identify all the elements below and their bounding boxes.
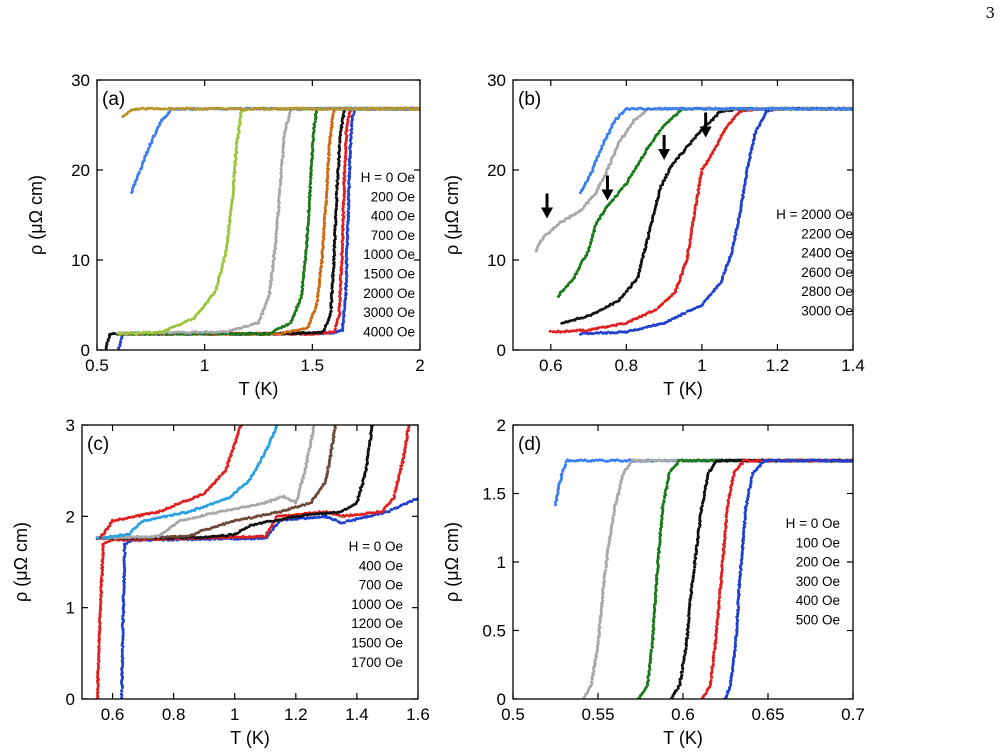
data-series-group bbox=[95, 425, 418, 699]
x-axis-label: T (K) bbox=[239, 379, 279, 399]
legend-entry: 3000 Oe bbox=[801, 304, 853, 319]
legend-entry: 300 Oe bbox=[796, 574, 840, 589]
y-tick-label: 0 bbox=[497, 690, 506, 709]
y-tick-label: 20 bbox=[487, 161, 506, 180]
x-tick-label: 1 bbox=[230, 705, 239, 724]
data-series-group bbox=[104, 106, 420, 350]
y-tick-label: 1 bbox=[66, 599, 75, 618]
x-tick-label: 1.5 bbox=[301, 356, 325, 375]
legend-entry: 700 Oe bbox=[371, 228, 415, 243]
y-tick-label: 1.5 bbox=[482, 485, 506, 504]
data-series-group bbox=[534, 106, 853, 336]
y-tick-label: 0 bbox=[66, 690, 75, 709]
x-tick-label: 0.7 bbox=[841, 705, 865, 724]
y-tick-label: 2 bbox=[66, 507, 75, 526]
y-tick-label: 3 bbox=[66, 416, 75, 435]
page-number: 3 bbox=[985, 4, 995, 22]
series-6-markers bbox=[578, 106, 853, 195]
x-tick-label: 0.65 bbox=[751, 705, 784, 724]
x-tick-label: 1 bbox=[697, 356, 706, 375]
panel-d: 0.5 0.55 0.6 0.65 0.700.511.52T (K)ρ (μΩ cm)… bbox=[442, 416, 865, 748]
plot-frame bbox=[81, 424, 419, 700]
y-axis-label: ρ (μΩ cm) bbox=[11, 522, 31, 602]
plot-frame bbox=[96, 79, 421, 351]
x-tick-label: 1.6 bbox=[406, 705, 430, 724]
legend-entry: 500 Oe bbox=[796, 613, 840, 628]
panel-b: 0.6 0.8 1 1.2 1.4 0 10 20 30 T (K) ρ (μΩ cm) (b) H =… bbox=[442, 71, 865, 399]
x-tick-label: 0.6 bbox=[671, 705, 695, 724]
y-tick-label: 0 bbox=[497, 341, 506, 360]
legend-entry: 100 Oe bbox=[796, 535, 840, 550]
panel-label: (d) bbox=[518, 434, 541, 455]
x-tick-label: 0.8 bbox=[615, 356, 639, 375]
x-tick-label: 2 bbox=[415, 356, 424, 375]
x-axis-label: T (K) bbox=[663, 379, 703, 399]
panel-c: 0.6 0.8 1 1.2 1.4 1.6 0 1 2 3 T (K) ρ (μΩ cm) (c) H =… bbox=[11, 416, 430, 748]
x-tick-label: 1.4 bbox=[841, 356, 865, 375]
legend-field-label: H = 0 Oe bbox=[361, 170, 415, 185]
x-tick-label: 0.6 bbox=[539, 356, 563, 375]
y-tick-label: 20 bbox=[71, 161, 90, 180]
kink-arrow bbox=[601, 175, 614, 201]
legend-entry: 1500 Oe bbox=[351, 636, 403, 651]
legend-entry: 1200 Oe bbox=[351, 616, 403, 631]
panel-label: (b) bbox=[518, 89, 541, 110]
y-tick-label: 0 bbox=[81, 341, 90, 360]
y-axis-label: ρ (μΩ cm) bbox=[442, 175, 462, 255]
x-tick-label: 0.55 bbox=[581, 705, 614, 724]
panel-label: (c) bbox=[87, 434, 109, 455]
legend-entry: 2000 Oe bbox=[363, 286, 415, 301]
y-tick-label: 10 bbox=[71, 251, 90, 270]
legend-entry: 4000 Oe bbox=[363, 324, 415, 339]
y-tick-label: 0.5 bbox=[482, 622, 506, 641]
plot-frame bbox=[512, 79, 854, 351]
x-tick-label: 0.5 bbox=[501, 705, 525, 724]
y-tick-label: 1 bbox=[497, 553, 506, 572]
x-tick-label: 1.4 bbox=[345, 705, 369, 724]
y-tick-label: 30 bbox=[487, 71, 506, 90]
series-6-markers bbox=[95, 425, 280, 540]
x-tick-label: 0.6 bbox=[101, 705, 125, 724]
legend-field-label: H = 0 Oe bbox=[786, 516, 840, 531]
legend-entry: 2400 Oe bbox=[801, 246, 853, 261]
y-axis-label: ρ (μΩ cm) bbox=[442, 522, 462, 602]
legend-entry: 1700 Oe bbox=[351, 655, 403, 670]
x-axis-label: T (K) bbox=[663, 728, 703, 748]
legend-entry: 1500 Oe bbox=[363, 267, 415, 282]
panel-label: (a) bbox=[102, 89, 125, 110]
kink-arrow bbox=[658, 135, 671, 160]
legend-entry: 700 Oe bbox=[359, 578, 403, 593]
legend-entry: 1000 Oe bbox=[363, 247, 415, 262]
kink-arrow bbox=[541, 193, 553, 219]
legend-entry: 200 Oe bbox=[796, 555, 840, 570]
x-tick-label: 1.2 bbox=[284, 705, 308, 724]
y-tick-label: 10 bbox=[487, 251, 506, 270]
legend-entry: 1000 Oe bbox=[351, 597, 403, 612]
y-tick-label: 2 bbox=[497, 416, 506, 435]
x-tick-label: 0.8 bbox=[162, 705, 186, 724]
series-9-markers bbox=[121, 106, 420, 118]
x-tick-label: 1 bbox=[200, 356, 209, 375]
legend-entry: 2600 Oe bbox=[801, 265, 853, 280]
y-tick-label: 30 bbox=[71, 71, 90, 90]
kink-arrow bbox=[699, 112, 712, 138]
legend-entry: 200 Oe bbox=[371, 189, 415, 204]
legend-entry: 400 Oe bbox=[359, 558, 403, 573]
series-7-markers bbox=[99, 425, 243, 540]
legend-entry: 2800 Oe bbox=[801, 284, 853, 299]
x-tick-label: 0.5 bbox=[85, 356, 109, 375]
legend-field-label: H = 0 Oe bbox=[349, 539, 403, 554]
x-axis-label: T (K) bbox=[230, 728, 270, 748]
y-axis-label: ρ (μΩ cm) bbox=[26, 175, 46, 255]
legend-entry: 400 Oe bbox=[796, 593, 840, 608]
legend-field-label: H = 2000 Oe bbox=[776, 207, 853, 222]
legend-entry: 3000 Oe bbox=[363, 305, 415, 320]
x-tick-label: 1.2 bbox=[766, 356, 790, 375]
legend-entry: 2200 Oe bbox=[801, 226, 853, 241]
legend-entry: 400 Oe bbox=[371, 209, 415, 224]
